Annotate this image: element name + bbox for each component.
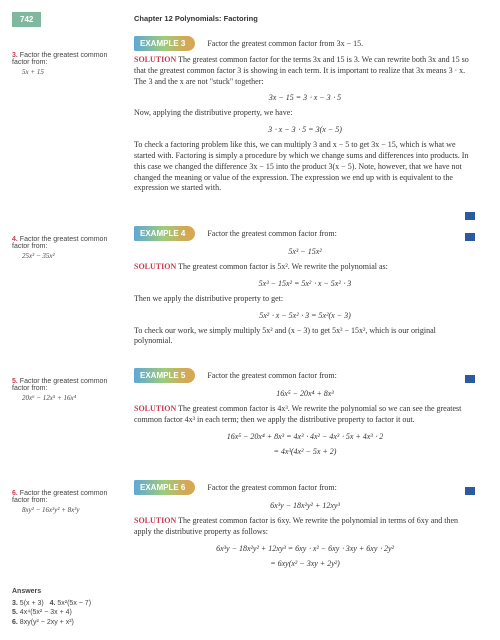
video-icon[interactable] <box>465 375 475 383</box>
answer-val: 8xy(y² − 2xy + x²) <box>20 619 74 626</box>
example-prompt: Factor the greatest common factor from: <box>207 229 337 238</box>
solution-para: SOLUTION The greatest common factor for … <box>134 55 476 87</box>
answer-line: 6. 8xy(y² − 2xy + x²) <box>12 618 122 628</box>
margin-math: 8xy² − 16x²y² + 8x³y <box>12 504 122 514</box>
equation: 3x − 15 = 3 ⋅ x − 3 ⋅ 5 <box>134 93 476 102</box>
margin-text: Factor the greatest common factor from: <box>12 236 107 250</box>
answer-num: 6. <box>12 619 18 626</box>
solution-text: The greatest common factor is 4x³. We re… <box>134 404 461 424</box>
solution-label: SOLUTION <box>134 55 176 64</box>
answers-heading: Answers <box>12 587 122 597</box>
answer-val: 4x⁴(5x² − 3x + 4) <box>20 609 72 616</box>
chapter-title: Chapter 12 Polynomials: Factoring <box>134 14 258 23</box>
equation: 16x⁵ − 20x⁴ + 8x³ = 4x³ ⋅ 4x² − 4x³ ⋅ 5x… <box>134 432 476 441</box>
solution-label: SOLUTION <box>134 262 176 271</box>
answer-num: 4. <box>50 600 56 607</box>
page-number-badge: 742 <box>12 12 41 27</box>
example-5: EXAMPLE 5 Factor the greatest common fac… <box>134 368 476 462</box>
solution-label: SOLUTION <box>134 516 176 525</box>
body-text: To check our work, we simply multiply 5x… <box>134 326 476 348</box>
body-text: To check a factoring problem like this, … <box>134 140 476 194</box>
example-3: EXAMPLE 3 Factor the greatest common fac… <box>134 36 476 194</box>
example-badge: EXAMPLE 3 <box>134 36 195 51</box>
margin-problem-6: 6. Factor the greatest common factor fro… <box>12 490 122 514</box>
example-badge: EXAMPLE 5 <box>134 368 195 383</box>
example-badge: EXAMPLE 6 <box>134 480 195 495</box>
equation: 3 ⋅ x − 3 ⋅ 5 = 3(x − 5) <box>134 125 476 134</box>
example-prompt: Factor the greatest common factor from 3… <box>207 39 363 48</box>
margin-math: 5x + 15 <box>12 66 122 76</box>
margin-text: Factor the greatest common factor from: <box>12 378 107 392</box>
margin-problem-4: 4. Factor the greatest common factor fro… <box>12 236 122 260</box>
video-icon[interactable] <box>465 487 475 495</box>
answer-line: 5. 4x⁴(5x² − 3x + 4) <box>12 608 122 618</box>
margin-problem-3: 3. Factor the greatest common factor fro… <box>12 52 122 76</box>
body-text: Then we apply the distributive property … <box>134 294 476 305</box>
margin-math: 25x³ − 35x² <box>12 250 122 260</box>
margin-number: 5. <box>12 378 18 385</box>
example-prompt: Factor the greatest common factor from: <box>207 371 337 380</box>
example-prompt: Factor the greatest common factor from: <box>207 483 337 492</box>
equation: 16x⁵ − 20x⁴ + 8x³ <box>134 389 476 398</box>
equation: 6x³y − 18x²y² + 12xy³ <box>134 501 476 510</box>
margin-text: Factor the greatest common factor from: <box>12 490 107 504</box>
equation: 5x² ⋅ x − 5x² ⋅ 3 = 5x²(x − 3) <box>134 311 476 320</box>
example-badge: EXAMPLE 4 <box>134 226 195 241</box>
video-icon[interactable] <box>465 212 475 220</box>
equation: 5x³ − 15x² = 5x² ⋅ x − 5x² ⋅ 3 <box>134 279 476 288</box>
example-4: EXAMPLE 4 Factor the greatest common fac… <box>134 226 476 347</box>
video-icon[interactable] <box>465 233 475 241</box>
answer-val: 5x²(5x − 7) <box>57 600 91 607</box>
answers-block: Answers 3. 5(x + 3) 4. 5x²(5x − 7) 5. 4x… <box>12 587 122 628</box>
example-6: EXAMPLE 6 Factor the greatest common fac… <box>134 480 476 574</box>
margin-math: 20x⁶ − 12x⁵ + 16x⁴ <box>12 392 122 402</box>
margin-number: 6. <box>12 490 18 497</box>
equation: 5x³ − 15x² <box>134 247 476 256</box>
answer-num: 3. <box>12 600 18 607</box>
solution-text: The greatest common factor is 6xy. We re… <box>134 516 458 536</box>
solution-para: SOLUTION The greatest common factor is 5… <box>134 262 476 273</box>
margin-number: 3. <box>12 52 18 59</box>
solution-para: SOLUTION The greatest common factor is 4… <box>134 404 476 426</box>
equation: = 6xy(x² − 3xy + 2y²) <box>134 559 476 568</box>
answer-num: 5. <box>12 609 18 616</box>
margin-problem-5: 5. Factor the greatest common factor fro… <box>12 378 122 402</box>
solution-label: SOLUTION <box>134 404 176 413</box>
solution-para: SOLUTION The greatest common factor is 6… <box>134 516 476 538</box>
solution-text: The greatest common factor is 5x². We re… <box>178 262 388 271</box>
answer-line: 3. 5(x + 3) 4. 5x²(5x − 7) <box>12 599 122 609</box>
margin-number: 4. <box>12 236 18 243</box>
equation: 6x³y − 18x²y² + 12xy³ = 6xy ⋅ x² − 6xy ⋅… <box>134 544 476 553</box>
body-text: Now, applying the distributive property,… <box>134 108 476 119</box>
equation: = 4x³(4x² − 5x + 2) <box>134 447 476 456</box>
solution-text: The greatest common factor for the terms… <box>134 55 469 86</box>
margin-text: Factor the greatest common factor from: <box>12 52 107 66</box>
answer-val: 5(x + 3) <box>20 600 44 607</box>
